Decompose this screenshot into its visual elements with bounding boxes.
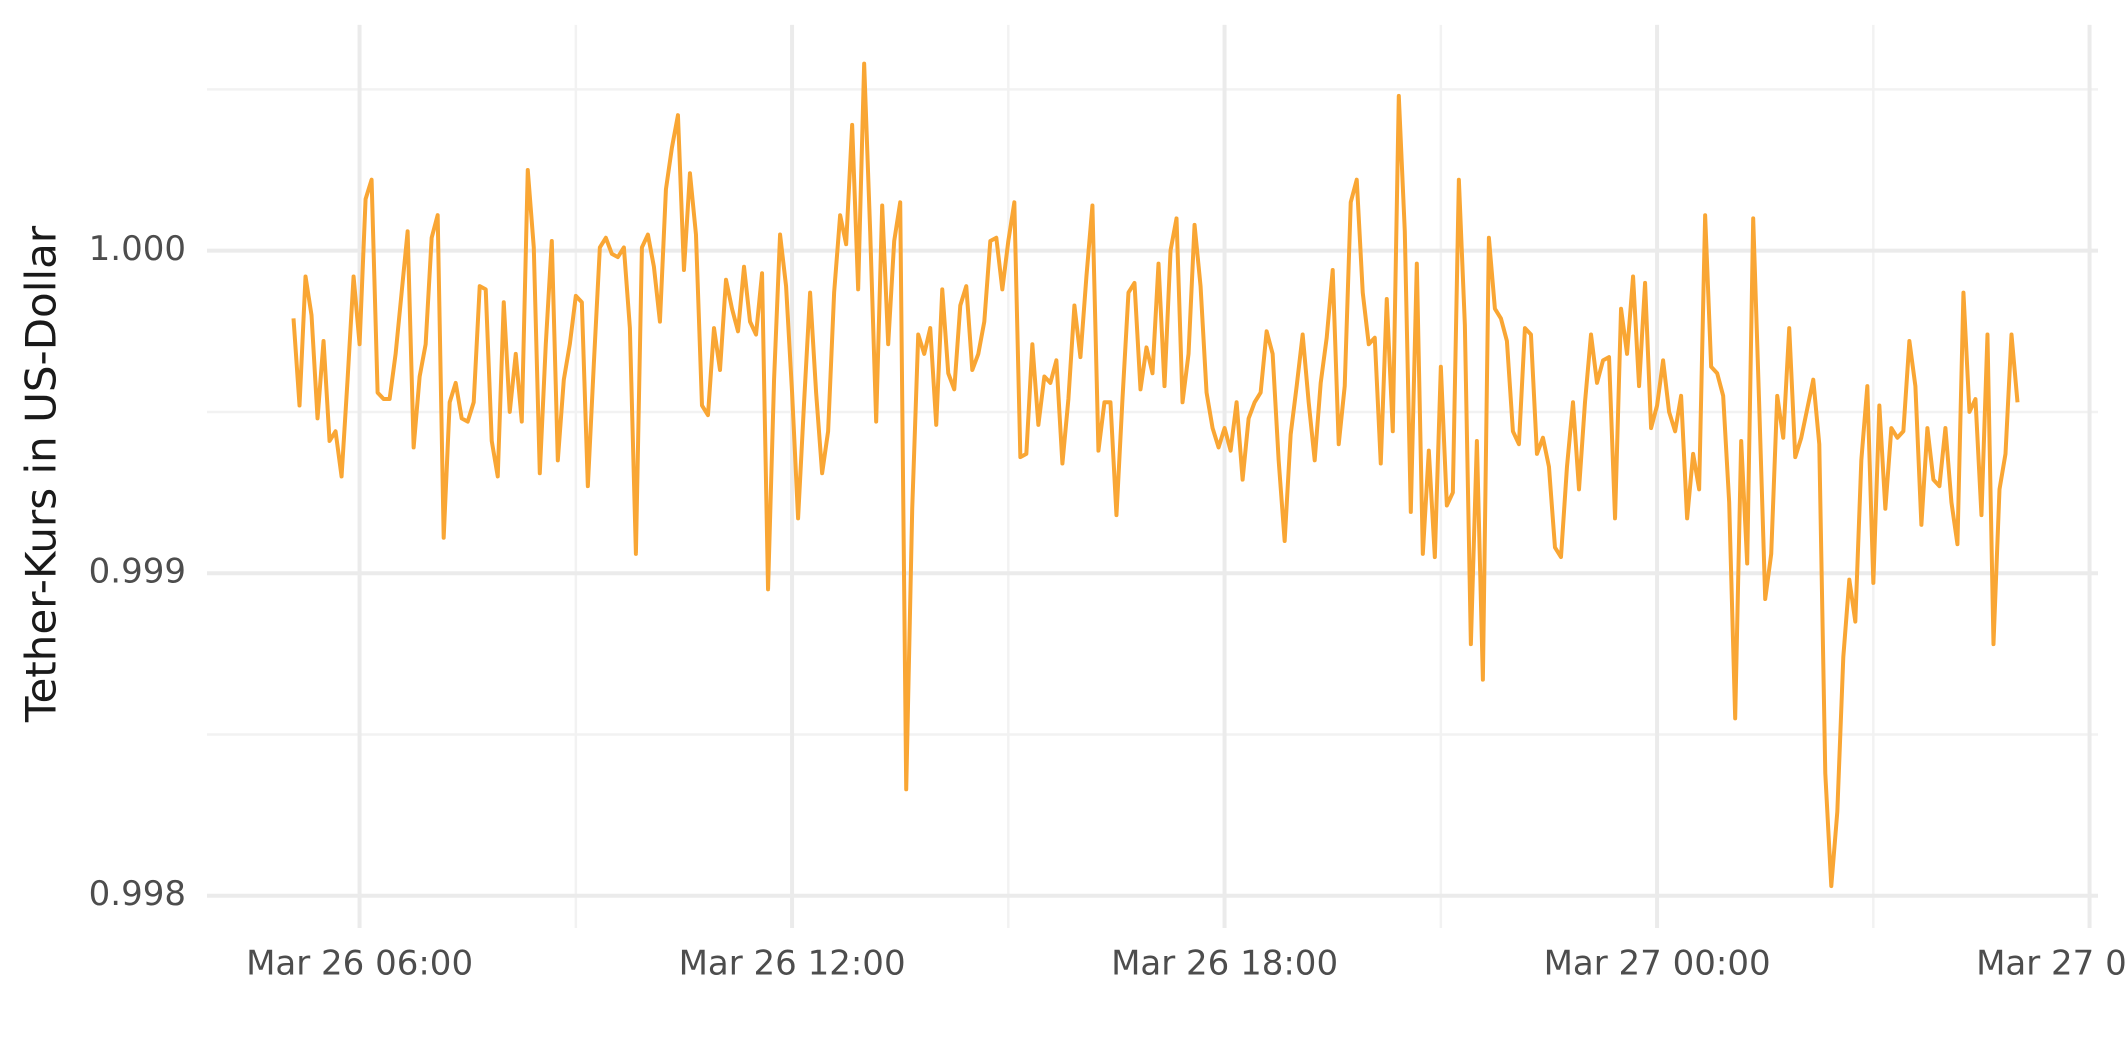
x-tick-label: Mar 27 00:00	[1544, 944, 1771, 984]
x-tick-label: Mar 26 18:00	[1111, 944, 1338, 984]
x-tick-label: Mar 26 06:00	[246, 944, 473, 984]
y-tick-label: 0.998	[89, 874, 186, 914]
y-tick-label: 0.999	[89, 552, 186, 592]
x-tick-label: Mar 26 12:00	[679, 944, 906, 984]
x-tick-label: Mar 27 06:00	[1976, 944, 2125, 984]
y-tick-label: 1.000	[89, 229, 186, 269]
y-axis-title: Tether-Kurs in US-Dollar	[17, 225, 66, 723]
price-line	[291, 61, 2020, 889]
